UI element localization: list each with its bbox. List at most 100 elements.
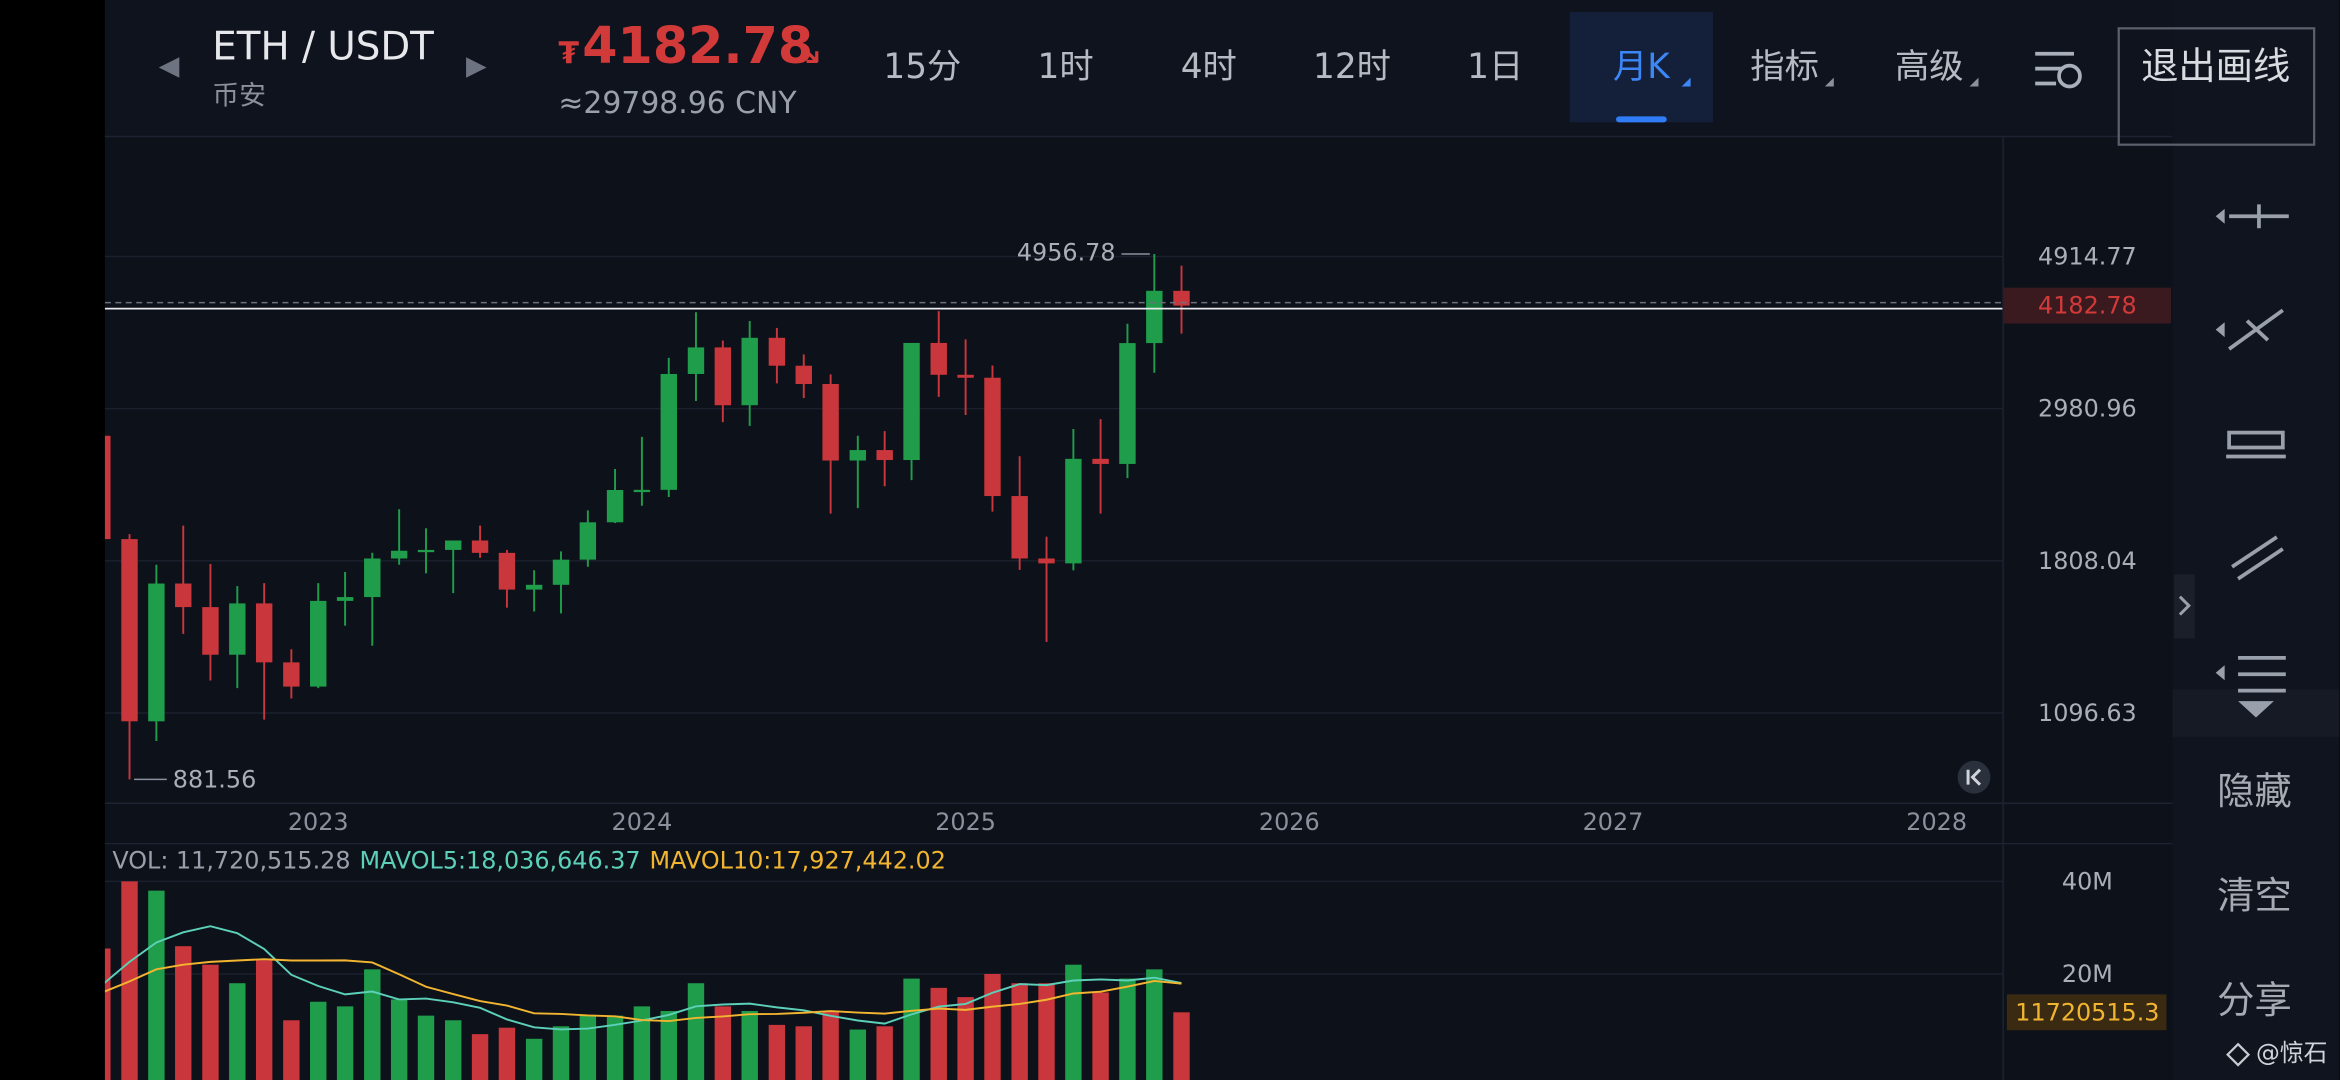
candle-body bbox=[822, 383, 839, 461]
candle-body bbox=[606, 489, 624, 523]
y-tick-label: 1096.63 bbox=[2038, 699, 2137, 727]
low-label: 881.56 bbox=[173, 765, 257, 793]
candle-body bbox=[633, 489, 651, 493]
sidebar-tab[interactable] bbox=[2173, 574, 2195, 639]
volume-badge bbox=[2006, 994, 2167, 1031]
volume-bar bbox=[1173, 1012, 1190, 1080]
candle-body bbox=[903, 342, 920, 461]
volume-bar bbox=[283, 1020, 300, 1080]
candle-body bbox=[390, 550, 408, 559]
candle-body bbox=[1092, 458, 1109, 464]
candle-body bbox=[283, 662, 300, 687]
tab[interactable]: 高级 bbox=[1895, 47, 1964, 87]
tab[interactable]: 4时 bbox=[1181, 47, 1237, 87]
exchange: 币安 bbox=[212, 80, 266, 111]
volume-bar bbox=[498, 1027, 516, 1080]
volume-bar bbox=[903, 978, 920, 1080]
candle-body bbox=[579, 522, 597, 560]
tab[interactable]: 15分 bbox=[883, 47, 961, 87]
volume-bar bbox=[175, 946, 192, 1080]
tab-menu-marker bbox=[1969, 77, 1979, 87]
sidebar-item[interactable]: 隐藏 bbox=[2217, 769, 2292, 813]
volume-bar bbox=[795, 1026, 812, 1080]
exit-button[interactable] bbox=[2117, 27, 2316, 146]
candle-body bbox=[336, 597, 354, 601]
candle-body bbox=[1119, 343, 1136, 464]
volume-bar bbox=[822, 1011, 839, 1080]
toolbar bbox=[104, 0, 2173, 136]
last-price-badge bbox=[2003, 287, 2171, 324]
pair-name[interactable]: ETH / USDT bbox=[212, 25, 434, 70]
candle-body bbox=[741, 337, 758, 406]
candle-body bbox=[552, 559, 570, 585]
candle-body bbox=[498, 552, 516, 590]
tab[interactable]: 1日 bbox=[1467, 47, 1523, 87]
left-strip bbox=[0, 0, 105, 1080]
volume-bar bbox=[876, 1026, 893, 1080]
x-tick-label: 2028 bbox=[1906, 808, 1967, 836]
volume-bar bbox=[1119, 978, 1136, 1080]
candle-body bbox=[104, 435, 111, 540]
y-tick-label: 4914.77 bbox=[2038, 243, 2137, 271]
y-tick-label: 2980.96 bbox=[2038, 395, 2137, 423]
sidebar-arrows bbox=[2215, 208, 2274, 718]
tab[interactable]: 12时 bbox=[1313, 47, 1391, 87]
prev-pair[interactable]: ◀ bbox=[159, 51, 180, 82]
volume-bar bbox=[579, 1015, 597, 1080]
volume-bar bbox=[229, 983, 246, 1080]
trend-icon: ↘ bbox=[791, 29, 823, 74]
candle-body bbox=[445, 540, 462, 550]
volume-bar bbox=[984, 973, 1001, 1080]
sidebar bbox=[2172, 0, 2340, 1080]
tab[interactable]: 1时 bbox=[1038, 47, 1094, 87]
sidebar-icons[interactable] bbox=[2226, 204, 2289, 693]
candle-body bbox=[1038, 558, 1055, 564]
sidebar-item[interactable]: 分享 bbox=[2217, 978, 2292, 1022]
background bbox=[104, 0, 2340, 1080]
volume-bar bbox=[957, 997, 974, 1080]
volume-bar bbox=[202, 964, 219, 1080]
candles bbox=[104, 253, 1190, 780]
candle-body bbox=[202, 607, 219, 655]
exit-button-label[interactable]: 退出画线 bbox=[2141, 44, 2290, 88]
candle-body bbox=[1065, 458, 1082, 564]
high-label: 4956.78 bbox=[1017, 238, 1116, 266]
volume-bar bbox=[633, 1006, 651, 1080]
candle-body bbox=[471, 540, 489, 553]
volume-bar bbox=[1146, 969, 1163, 1080]
volume-bar bbox=[552, 1026, 570, 1080]
x-tick-label: 2025 bbox=[935, 808, 996, 836]
last-price: 4182.78 bbox=[582, 16, 813, 75]
candle-body bbox=[687, 347, 705, 374]
volume bbox=[104, 881, 1190, 1080]
scroll-latest-icon bbox=[1966, 768, 1982, 786]
candle-body bbox=[984, 377, 1001, 497]
volume-bar bbox=[310, 1001, 327, 1080]
candle-body bbox=[1146, 290, 1163, 344]
volume-bar bbox=[525, 1038, 543, 1080]
watermark: @惊石 bbox=[2256, 1039, 2328, 1067]
next-pair[interactable]: ▶ bbox=[466, 51, 487, 82]
sidebar-item[interactable]: 清空 bbox=[2217, 874, 2292, 918]
volume-bar bbox=[471, 1034, 489, 1080]
tab[interactable]: 月K bbox=[1613, 47, 1671, 87]
candle-body bbox=[148, 583, 165, 722]
candle-body bbox=[1011, 496, 1028, 559]
volume-bar bbox=[606, 1015, 624, 1080]
volume-bar bbox=[930, 987, 947, 1080]
last-price-axis-label: 4182.78 bbox=[2038, 292, 2137, 320]
tab[interactable]: 指标 bbox=[1750, 47, 1819, 87]
volume-bar bbox=[687, 983, 705, 1080]
y-tick-label: 1808.04 bbox=[2038, 547, 2137, 575]
volume-tick-label: 20M bbox=[2062, 960, 2113, 988]
candle-body bbox=[930, 342, 947, 375]
settings-icon[interactable] bbox=[2035, 51, 2082, 89]
active-tab-bg bbox=[1569, 11, 1713, 123]
volume-badge-label: 11720515.3 bbox=[2015, 998, 2159, 1026]
volume-bar bbox=[1011, 983, 1028, 1080]
candle-body bbox=[525, 584, 543, 590]
candle-body bbox=[364, 558, 381, 598]
volume-bar bbox=[364, 969, 381, 1080]
x-tick-label: 2027 bbox=[1583, 808, 1644, 836]
